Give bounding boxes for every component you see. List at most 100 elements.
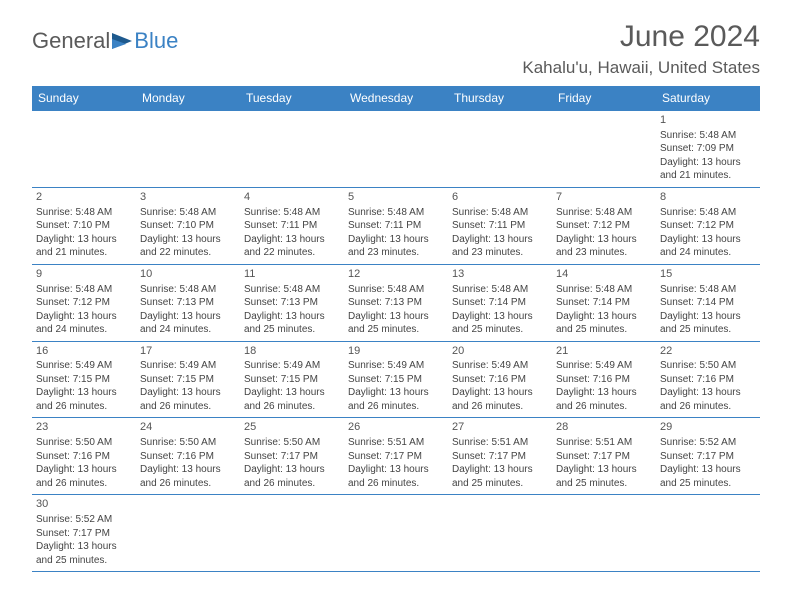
sunset-line: Sunset: 7:16 PM	[36, 450, 132, 464]
day-number: 10	[140, 267, 236, 282]
daylight-line-1: Daylight: 13 hours	[556, 386, 652, 400]
day-number: 1	[660, 113, 756, 128]
day-number: 13	[452, 267, 548, 282]
calendar-cell: 10Sunrise: 5:48 AMSunset: 7:13 PMDayligh…	[136, 264, 240, 341]
daylight-line-1: Daylight: 13 hours	[348, 233, 444, 247]
calendar-cell	[344, 111, 448, 188]
sunset-line: Sunset: 7:17 PM	[660, 450, 756, 464]
day-number: 21	[556, 344, 652, 359]
daylight-line-2: and 24 minutes.	[140, 323, 236, 337]
daylight-line-2: and 25 minutes.	[452, 323, 548, 337]
sunset-line: Sunset: 7:10 PM	[140, 219, 236, 233]
sunrise-line: Sunrise: 5:48 AM	[556, 206, 652, 220]
sunrise-line: Sunrise: 5:49 AM	[244, 359, 340, 373]
logo: General Blue	[32, 28, 178, 54]
sunset-line: Sunset: 7:10 PM	[36, 219, 132, 233]
daylight-line-2: and 22 minutes.	[244, 246, 340, 260]
daylight-line-2: and 25 minutes.	[660, 477, 756, 491]
day-number: 18	[244, 344, 340, 359]
daylight-line-1: Daylight: 13 hours	[452, 310, 548, 324]
sunset-line: Sunset: 7:15 PM	[348, 373, 444, 387]
sunset-line: Sunset: 7:16 PM	[556, 373, 652, 387]
daylight-line-1: Daylight: 13 hours	[140, 386, 236, 400]
calendar-cell	[136, 111, 240, 188]
sunset-line: Sunset: 7:13 PM	[244, 296, 340, 310]
calendar-cell: 26Sunrise: 5:51 AMSunset: 7:17 PMDayligh…	[344, 418, 448, 495]
daylight-line-2: and 23 minutes.	[452, 246, 548, 260]
daylight-line-2: and 26 minutes.	[36, 400, 132, 414]
daylight-line-1: Daylight: 13 hours	[140, 310, 236, 324]
col-wednesday: Wednesday	[344, 86, 448, 111]
day-number: 29	[660, 420, 756, 435]
sunset-line: Sunset: 7:17 PM	[36, 527, 132, 541]
sunrise-line: Sunrise: 5:48 AM	[452, 283, 548, 297]
day-number: 15	[660, 267, 756, 282]
day-number: 12	[348, 267, 444, 282]
sunrise-line: Sunrise: 5:51 AM	[556, 436, 652, 450]
calendar-cell	[136, 495, 240, 572]
calendar-body: 1Sunrise: 5:48 AMSunset: 7:09 PMDaylight…	[32, 111, 760, 572]
daylight-line-2: and 24 minutes.	[36, 323, 132, 337]
calendar-cell: 22Sunrise: 5:50 AMSunset: 7:16 PMDayligh…	[656, 341, 760, 418]
sunset-line: Sunset: 7:15 PM	[244, 373, 340, 387]
calendar-cell: 7Sunrise: 5:48 AMSunset: 7:12 PMDaylight…	[552, 187, 656, 264]
sunrise-line: Sunrise: 5:48 AM	[36, 206, 132, 220]
sunset-line: Sunset: 7:11 PM	[244, 219, 340, 233]
daylight-line-2: and 26 minutes.	[140, 477, 236, 491]
sunset-line: Sunset: 7:14 PM	[452, 296, 548, 310]
day-number: 28	[556, 420, 652, 435]
daylight-line-1: Daylight: 13 hours	[452, 386, 548, 400]
sunrise-line: Sunrise: 5:49 AM	[452, 359, 548, 373]
sunrise-line: Sunrise: 5:49 AM	[36, 359, 132, 373]
day-number: 11	[244, 267, 340, 282]
sunset-line: Sunset: 7:13 PM	[348, 296, 444, 310]
daylight-line-1: Daylight: 13 hours	[36, 463, 132, 477]
daylight-line-1: Daylight: 13 hours	[244, 310, 340, 324]
title-block: June 2024 Kahalu'u, Hawaii, United State…	[522, 20, 760, 78]
header: General Blue June 2024 Kahalu'u, Hawaii,…	[32, 20, 760, 78]
calendar-cell: 20Sunrise: 5:49 AMSunset: 7:16 PMDayligh…	[448, 341, 552, 418]
calendar-cell: 3Sunrise: 5:48 AMSunset: 7:10 PMDaylight…	[136, 187, 240, 264]
daylight-line-2: and 21 minutes.	[660, 169, 756, 183]
sunrise-line: Sunrise: 5:48 AM	[244, 206, 340, 220]
calendar-row: 2Sunrise: 5:48 AMSunset: 7:10 PMDaylight…	[32, 187, 760, 264]
sunrise-line: Sunrise: 5:50 AM	[244, 436, 340, 450]
sunrise-line: Sunrise: 5:48 AM	[140, 283, 236, 297]
sunrise-line: Sunrise: 5:48 AM	[556, 283, 652, 297]
day-number: 6	[452, 190, 548, 205]
calendar-cell: 19Sunrise: 5:49 AMSunset: 7:15 PMDayligh…	[344, 341, 448, 418]
sunrise-line: Sunrise: 5:48 AM	[660, 283, 756, 297]
sunrise-line: Sunrise: 5:51 AM	[452, 436, 548, 450]
daylight-line-2: and 25 minutes.	[660, 323, 756, 337]
daylight-line-1: Daylight: 13 hours	[36, 386, 132, 400]
calendar-cell: 14Sunrise: 5:48 AMSunset: 7:14 PMDayligh…	[552, 264, 656, 341]
sunrise-line: Sunrise: 5:52 AM	[660, 436, 756, 450]
calendar-cell	[448, 495, 552, 572]
sunset-line: Sunset: 7:17 PM	[556, 450, 652, 464]
sunset-line: Sunset: 7:12 PM	[36, 296, 132, 310]
calendar-row: 1Sunrise: 5:48 AMSunset: 7:09 PMDaylight…	[32, 111, 760, 188]
day-number: 20	[452, 344, 548, 359]
daylight-line-2: and 26 minutes.	[452, 400, 548, 414]
daylight-line-2: and 25 minutes.	[556, 323, 652, 337]
day-number: 7	[556, 190, 652, 205]
daylight-line-1: Daylight: 13 hours	[452, 463, 548, 477]
day-number: 5	[348, 190, 444, 205]
sunset-line: Sunset: 7:13 PM	[140, 296, 236, 310]
sunrise-line: Sunrise: 5:52 AM	[36, 513, 132, 527]
daylight-line-2: and 26 minutes.	[244, 400, 340, 414]
daylight-line-1: Daylight: 13 hours	[660, 156, 756, 170]
calendar-cell: 2Sunrise: 5:48 AMSunset: 7:10 PMDaylight…	[32, 187, 136, 264]
daylight-line-1: Daylight: 13 hours	[556, 463, 652, 477]
calendar-cell: 27Sunrise: 5:51 AMSunset: 7:17 PMDayligh…	[448, 418, 552, 495]
calendar-cell: 13Sunrise: 5:48 AMSunset: 7:14 PMDayligh…	[448, 264, 552, 341]
calendar-cell	[552, 495, 656, 572]
sunset-line: Sunset: 7:16 PM	[140, 450, 236, 464]
sunrise-line: Sunrise: 5:48 AM	[660, 206, 756, 220]
daylight-line-2: and 22 minutes.	[140, 246, 236, 260]
calendar-table: Sunday Monday Tuesday Wednesday Thursday…	[32, 86, 760, 572]
calendar-cell	[552, 111, 656, 188]
daylight-line-2: and 23 minutes.	[556, 246, 652, 260]
sunset-line: Sunset: 7:11 PM	[452, 219, 548, 233]
daylight-line-1: Daylight: 13 hours	[140, 233, 236, 247]
